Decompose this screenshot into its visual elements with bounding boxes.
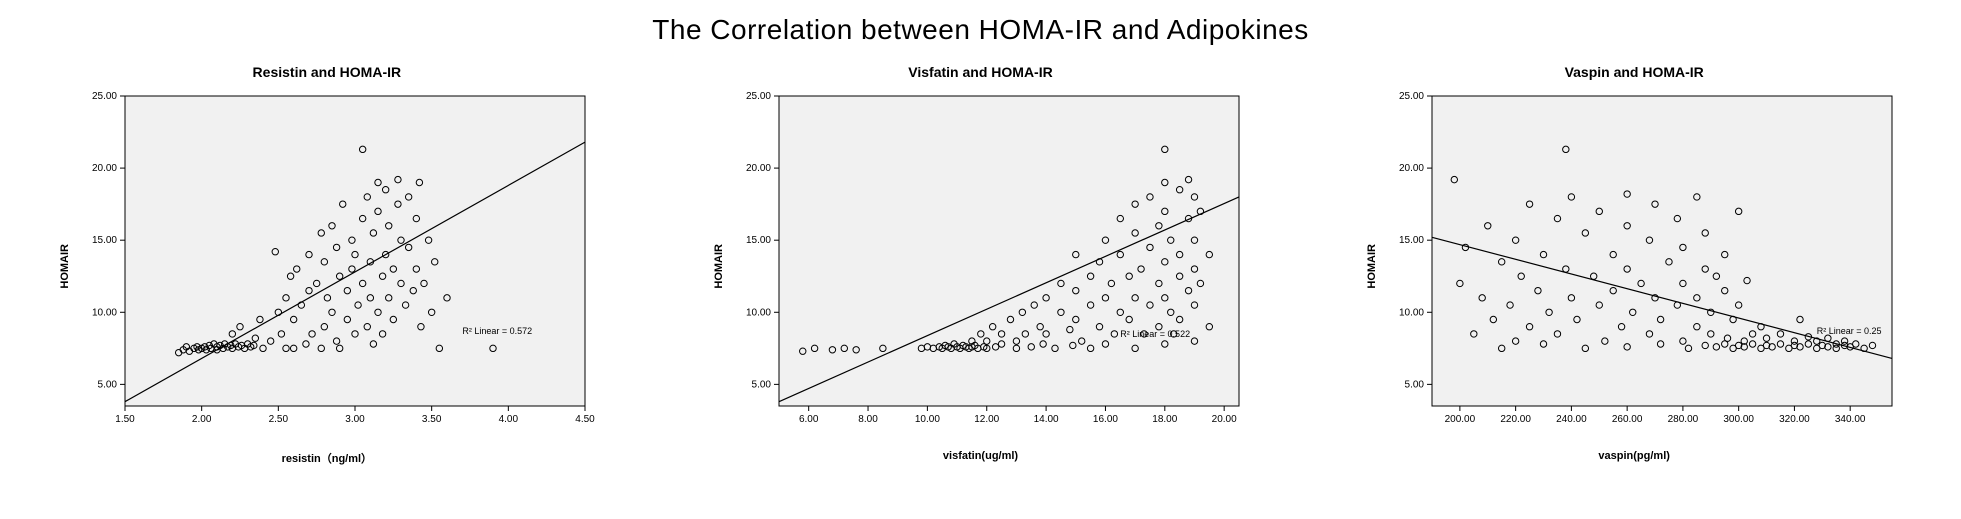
- plot-wrap: HOMAIR 6.00 8.00 10.00 12.00 14.00 16.00 18.00 2…: [713, 86, 1249, 446]
- x-tick-label: 2.00: [192, 414, 212, 425]
- x-tick-label: 340.00: [1835, 414, 1866, 425]
- y-axis-label: HOMAIR: [59, 244, 71, 289]
- y-tick-label: 5.00: [1405, 379, 1425, 390]
- y-tick-label: 15.00: [92, 235, 117, 246]
- x-tick-label: 6.00: [798, 414, 818, 425]
- y-tick-label: 20.00: [1399, 163, 1424, 174]
- y-tick-label: 10.00: [745, 307, 770, 318]
- plot-wrap: HOMAIR 200.00 220.00 240.00 260.00 280.00 300.…: [1366, 86, 1902, 446]
- y-tick-label: 25.00: [92, 91, 117, 102]
- chart-container: Visfatin and HOMA-IR HOMAIR 6.00 8.00 10.00 1…: [674, 64, 1288, 466]
- y-tick-label: 20.00: [92, 163, 117, 174]
- x-tick-label: 2.50: [268, 414, 288, 425]
- y-tick-label: 15.00: [1399, 235, 1424, 246]
- r-squared-label: R² Linear = 0.572: [462, 326, 532, 336]
- x-tick-label: 300.00: [1724, 414, 1755, 425]
- x-tick-label: 12.00: [974, 414, 999, 425]
- plot-wrap: HOMAIR 1.50 2.00 2.50 3.00 3.50 4.00 4.50 5.00 10…: [59, 86, 595, 446]
- scatter-plot: 1.50 2.00 2.50 3.00 3.50 4.00 4.50 5.00 10.00 15.…: [75, 86, 595, 446]
- x-axis-label: visfatin(ug/ml): [943, 450, 1018, 462]
- x-tick-label: 16.00: [1092, 414, 1117, 425]
- y-axis-label: HOMAIR: [713, 244, 725, 289]
- scatter-plot: 6.00 8.00 10.00 12.00 14.00 16.00 18.00 20.00 5.…: [729, 86, 1249, 446]
- x-axis-label: resistin（ng/ml）: [282, 450, 372, 466]
- chart-title: Resistin and HOMA-IR: [253, 64, 402, 80]
- x-tick-label: 3.00: [345, 414, 365, 425]
- y-tick-label: 15.00: [745, 235, 770, 246]
- x-tick-label: 8.00: [858, 414, 878, 425]
- x-tick-label: 1.50: [115, 414, 135, 425]
- x-tick-label: 240.00: [1556, 414, 1587, 425]
- x-tick-label: 14.00: [1033, 414, 1058, 425]
- x-tick-label: 200.00: [1445, 414, 1476, 425]
- y-tick-label: 25.00: [745, 91, 770, 102]
- x-tick-label: 320.00: [1779, 414, 1810, 425]
- y-axis-label: HOMAIR: [1366, 244, 1378, 289]
- x-tick-label: 220.00: [1501, 414, 1532, 425]
- chart-container: Resistin and HOMA-IR HOMAIR 1.50 2.00 2.50 3.…: [20, 64, 634, 466]
- x-tick-label: 3.50: [422, 414, 442, 425]
- charts-row: Resistin and HOMA-IR HOMAIR 1.50 2.00 2.50 3.…: [20, 64, 1941, 466]
- x-tick-label: 4.00: [498, 414, 518, 425]
- chart-title: Visfatin and HOMA-IR: [908, 64, 1052, 80]
- x-axis-label: vaspin(pg/ml): [1598, 450, 1670, 462]
- x-tick-label: 280.00: [1668, 414, 1699, 425]
- r-squared-label: R² Linear = 0.25: [1817, 326, 1882, 336]
- main-title: The Correlation between HOMA-IR and Adip…: [20, 14, 1941, 46]
- y-tick-label: 10.00: [1399, 307, 1424, 318]
- x-tick-label: 20.00: [1211, 414, 1236, 425]
- y-tick-label: 5.00: [751, 379, 771, 390]
- x-tick-label: 4.50: [575, 414, 595, 425]
- chart-container: Vaspin and HOMA-IR HOMAIR 200.00 220.00 240.…: [1327, 64, 1941, 466]
- scatter-plot: 200.00 220.00 240.00 260.00 280.00 300.00 320.…: [1382, 86, 1902, 446]
- chart-title: Vaspin and HOMA-IR: [1565, 64, 1704, 80]
- y-tick-label: 25.00: [1399, 91, 1424, 102]
- x-tick-label: 260.00: [1612, 414, 1643, 425]
- r-squared-label: R² Linear = 0.522: [1120, 329, 1190, 339]
- y-tick-label: 10.00: [92, 307, 117, 318]
- x-tick-label: 18.00: [1152, 414, 1177, 425]
- x-tick-label: 10.00: [914, 414, 939, 425]
- y-tick-label: 5.00: [97, 379, 117, 390]
- y-tick-label: 20.00: [745, 163, 770, 174]
